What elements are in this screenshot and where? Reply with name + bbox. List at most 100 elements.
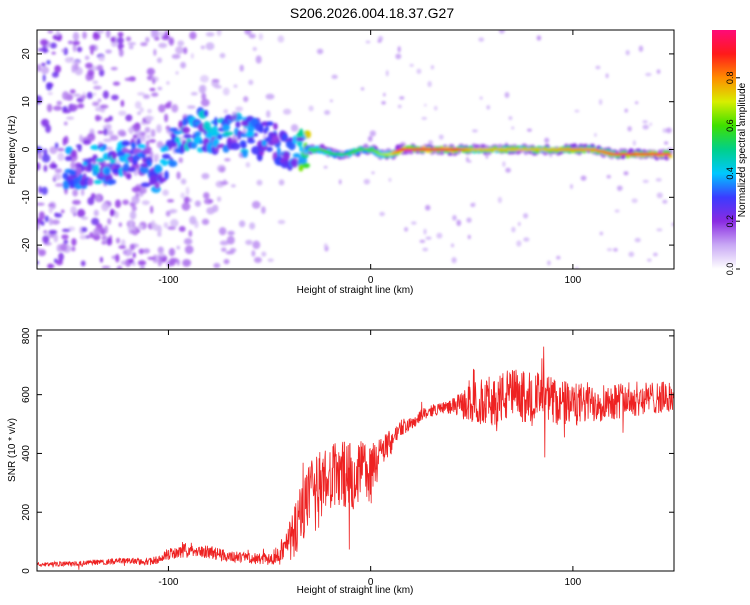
noise-blob	[190, 91, 198, 96]
noise-blob	[517, 222, 521, 227]
noise-blob	[221, 247, 227, 252]
y-tick-label: 10	[21, 96, 32, 108]
noise-blob	[171, 257, 179, 263]
noise-blob	[277, 35, 285, 43]
x-tick-label: -100	[158, 275, 178, 286]
noise-blob	[436, 232, 443, 239]
noise-blob	[43, 232, 51, 236]
ridge-blob	[295, 137, 306, 142]
ridge-blob	[181, 126, 191, 134]
noise-blob	[87, 69, 95, 77]
noise-blob	[508, 116, 513, 121]
snr-frame	[36, 329, 675, 572]
noise-blob	[85, 62, 93, 69]
noise-blob	[66, 116, 75, 120]
noise-blob	[158, 42, 168, 49]
noise-blob	[111, 94, 119, 101]
snr-x-axis-label: Height of straight line (km)	[297, 585, 414, 596]
noise-blob	[425, 204, 431, 211]
noise-blob	[45, 82, 53, 91]
noise-blob	[157, 31, 165, 37]
noise-blob	[72, 189, 79, 197]
noise-blob	[103, 128, 108, 136]
noise-blob	[278, 179, 285, 186]
noise-blob	[70, 206, 77, 215]
noise-blob	[614, 209, 620, 213]
noise-blob	[168, 36, 175, 46]
noise-blob	[150, 220, 156, 229]
noise-blob	[177, 40, 185, 47]
ridge-blob	[299, 146, 304, 153]
ridge-blob	[240, 142, 247, 149]
noise-blob	[631, 198, 638, 204]
noise-blob	[51, 219, 60, 225]
y-tick-label: 600	[21, 386, 32, 403]
noise-blob	[87, 197, 95, 206]
ridge-blob	[285, 140, 293, 149]
noise-blob	[151, 92, 159, 97]
noise-blob	[498, 30, 505, 34]
noise-blob	[243, 96, 249, 103]
noise-blob	[395, 53, 402, 60]
noise-blob	[144, 126, 151, 133]
noise-blob	[63, 121, 68, 126]
noise-blob	[72, 40, 81, 46]
y-tick-label: 20	[21, 48, 32, 60]
noise-blob	[283, 108, 292, 115]
ridge-blob	[235, 115, 243, 121]
ridge-blob	[127, 166, 136, 173]
noise-blob	[185, 186, 190, 196]
x-tick-label: 0	[368, 577, 374, 588]
ridge-blob	[292, 135, 297, 145]
noise-blob	[547, 260, 551, 266]
ridge-blob	[235, 120, 241, 128]
ridge-blob	[142, 150, 151, 155]
noise-blob	[642, 124, 649, 130]
noise-blob	[424, 103, 427, 107]
noise-blob	[56, 100, 63, 106]
noise-blob	[152, 78, 156, 85]
noise-blob	[213, 262, 221, 269]
noise-blob	[479, 96, 483, 100]
ridge-blob	[273, 122, 278, 130]
noise-blob	[70, 161, 76, 170]
ridge-blob	[121, 140, 131, 147]
noise-blob	[37, 146, 43, 154]
ridge-blob	[102, 144, 107, 151]
ridge-blob	[246, 139, 256, 144]
noise-blob	[471, 129, 478, 133]
noise-blob	[42, 49, 49, 53]
noise-blob	[248, 33, 256, 39]
noise-blob	[100, 229, 106, 236]
noise-blob	[77, 143, 82, 152]
noise-blob	[423, 228, 427, 235]
noise-blob	[147, 256, 156, 260]
noise-blob	[95, 194, 102, 203]
snr-background	[37, 330, 674, 571]
y-tick-label: 0	[21, 568, 32, 574]
ridge-blob	[223, 131, 234, 136]
noise-blob	[91, 217, 100, 226]
noise-blob	[219, 181, 229, 185]
snr-line-layer	[37, 346, 674, 570]
noise-blob	[60, 243, 68, 252]
noise-blob	[110, 66, 118, 71]
noise-blob	[267, 258, 274, 263]
ridge-blob	[94, 163, 100, 169]
noise-blob	[329, 99, 333, 103]
noise-blob	[245, 239, 253, 245]
noise-blob	[466, 156, 469, 163]
ridge-blob	[64, 146, 74, 155]
noise-blob	[82, 31, 87, 39]
noise-blob	[218, 227, 227, 236]
noise-blob	[265, 110, 271, 118]
noise-blob	[48, 205, 53, 214]
noise-blob	[146, 67, 156, 76]
noise-blob	[219, 240, 229, 246]
noise-blob	[365, 40, 371, 44]
noise-blob	[129, 243, 136, 251]
noise-blob	[155, 153, 160, 161]
noise-blob	[140, 42, 148, 47]
noise-blob	[71, 238, 77, 246]
noise-blob	[478, 37, 485, 42]
